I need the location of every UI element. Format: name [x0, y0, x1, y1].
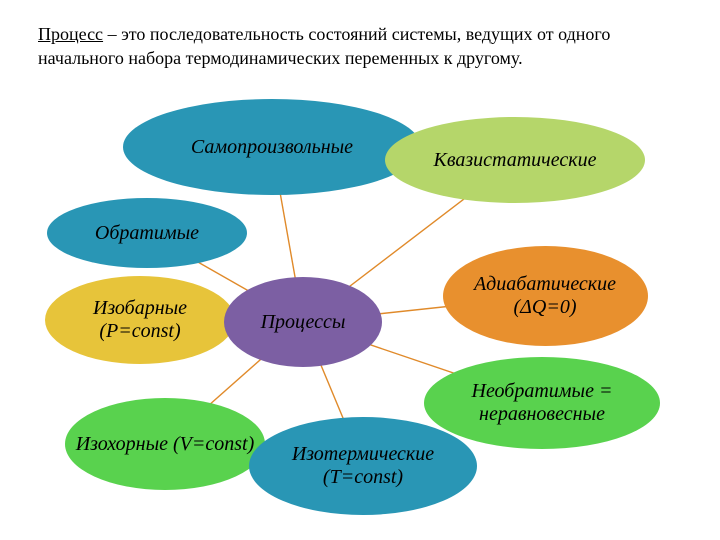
node-isochoric: Изохорные (V=const)	[65, 398, 265, 490]
diagram-stage: Процесс – это последовательность состоян…	[0, 0, 720, 540]
definition-text: Процесс – это последовательность состоян…	[38, 22, 678, 71]
node-spontaneous: Самопроизвольные	[123, 99, 421, 195]
node-reversible: Обратимые	[47, 198, 247, 268]
node-isothermal: Изотермические (T=const)	[249, 417, 477, 515]
node-isobaric: Изобарные (P=const)	[45, 276, 235, 364]
definition-term: Процесс	[38, 24, 103, 44]
node-quasistatic: Квазистатические	[385, 117, 645, 203]
hub-node: Процессы	[224, 277, 382, 367]
node-irreversible: Необратимые = неравновесные	[424, 357, 660, 449]
definition-rest: – это последовательность состояний систе…	[38, 24, 610, 68]
node-adiabatic: Адиабатические (ΔQ=0)	[443, 246, 648, 346]
